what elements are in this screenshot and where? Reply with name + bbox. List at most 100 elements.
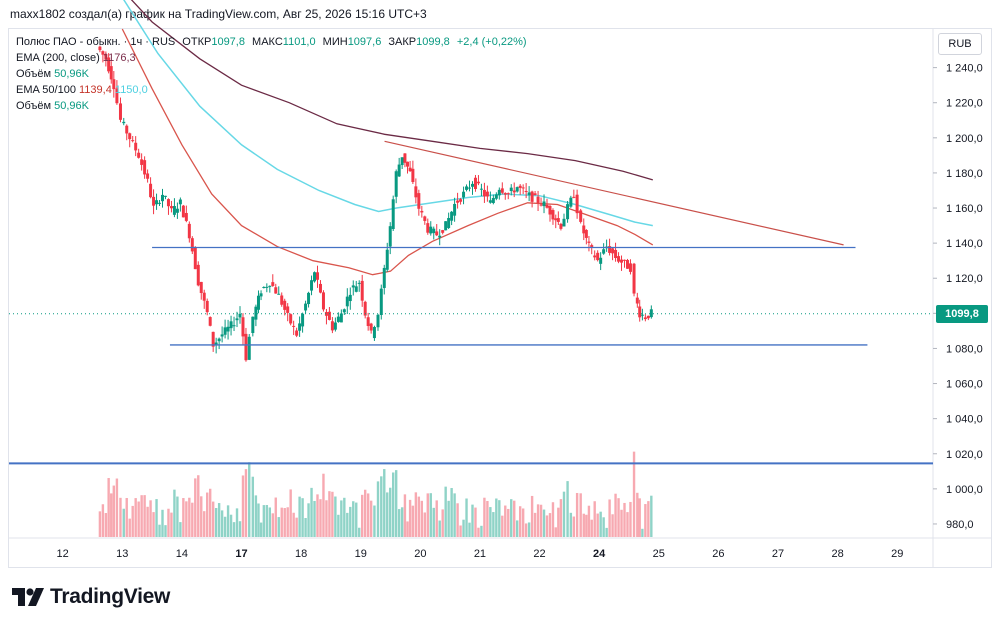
volume-bar (188, 497, 191, 537)
candle-body (473, 177, 477, 189)
volume-bar (548, 513, 552, 537)
legend-ema50-100-row[interactable]: EMA 50/100 1139,4 1150,0 (16, 82, 527, 98)
high-value: 1101,0 (282, 36, 316, 48)
volume-bar (414, 492, 418, 537)
volume-bar (248, 462, 251, 537)
volume-bar (131, 505, 134, 537)
x-tick-label: 12 (57, 548, 69, 560)
candle-body (556, 218, 560, 222)
ema-lines (121, 0, 654, 276)
close-label: ЗАКР (388, 36, 417, 48)
volume-bar (569, 512, 573, 537)
volume-bar (358, 527, 361, 537)
volume-bar (235, 508, 239, 537)
volume-bar (521, 508, 525, 537)
drawings (9, 140, 933, 465)
volume-bar (468, 522, 471, 537)
candle-body (536, 196, 540, 203)
candle-body (465, 186, 469, 190)
volume-bar (316, 494, 319, 537)
ema200-line (130, 0, 653, 181)
chart-frame[interactable] (8, 28, 992, 568)
volume-bar (504, 505, 507, 537)
volume-bar (304, 517, 307, 537)
volume-bar (361, 494, 364, 537)
candle-body (360, 280, 364, 301)
volume-bar (623, 502, 626, 537)
candle-body (333, 322, 337, 330)
candle-body (515, 187, 519, 192)
candle-body (101, 51, 105, 55)
candle-body (161, 194, 165, 202)
open-value: 1097,8 (211, 36, 245, 48)
candle-body (226, 326, 230, 332)
volume-bar (465, 498, 468, 537)
candle-body (408, 167, 412, 172)
candle-body (533, 193, 537, 196)
tradingview-logo[interactable]: TradingView (12, 584, 170, 610)
volume-bar (477, 527, 480, 537)
legend-volume2-row[interactable]: Объём 50,96K (16, 98, 527, 114)
currency-selector[interactable]: RUB (938, 33, 982, 55)
volume-bar (349, 506, 352, 537)
volume-bar (206, 492, 209, 537)
x-tick-label: 26 (712, 548, 724, 560)
candle-body (265, 286, 269, 288)
volume-bar (319, 499, 322, 537)
volume-bar (453, 493, 456, 537)
candle-body (149, 183, 153, 198)
volume-bar (524, 523, 528, 537)
candle-body (575, 194, 579, 214)
volume-bar (471, 504, 474, 537)
legend-ema200-row[interactable]: EMA (200, close) 1176,3 (16, 50, 527, 66)
volume-bar (629, 501, 632, 537)
volume-bar (170, 512, 173, 537)
volume-bar (152, 512, 155, 537)
x-tick-label: 28 (831, 548, 843, 560)
candle-body (524, 190, 528, 192)
candle-body (268, 285, 272, 287)
candle-body (131, 140, 135, 142)
candle-body (277, 293, 281, 295)
candle-body (521, 187, 525, 189)
volume-bar (593, 501, 596, 537)
candle-body (423, 216, 427, 221)
candle-body (175, 208, 179, 213)
low-value: 1097,6 (347, 36, 382, 48)
volume-bar (112, 485, 116, 537)
chart-caption: maxx1802 создал(а) график на TradingView… (10, 7, 427, 21)
candle-body (274, 287, 278, 294)
volume-bar (179, 522, 182, 537)
volume-bar (438, 520, 441, 537)
x-tick-label: 21 (474, 548, 486, 560)
volume-bar (527, 522, 531, 537)
candle-body (256, 295, 260, 310)
y-tick-label: 1 240,0 (946, 63, 983, 75)
candle-body (527, 192, 531, 195)
volume-bar (259, 522, 263, 537)
candle-body (462, 191, 466, 198)
volume-bar (641, 528, 644, 537)
high-label: МАКС (252, 36, 283, 48)
candle-body (441, 230, 445, 233)
volume-bar (536, 504, 540, 537)
volume-bar (265, 504, 269, 537)
volume-bar (380, 476, 383, 537)
candle-body (512, 190, 516, 193)
volume-bar (167, 508, 170, 537)
low-label: МИН (322, 36, 348, 48)
y-tick-label: 1 180,0 (946, 168, 983, 180)
volume-bar (251, 476, 255, 537)
volume-bar (483, 497, 486, 537)
candle-body (193, 247, 197, 270)
legend-volume-row[interactable]: Объём 50,96K (16, 66, 527, 82)
volume-bar (403, 494, 407, 537)
volume-bar (406, 521, 409, 537)
symbol-label[interactable]: Полюс ПАО - обыкн. · 1ч · RUS (16, 36, 176, 48)
volume-bar (110, 493, 113, 537)
candle-body (112, 79, 116, 90)
candle-body (155, 200, 159, 205)
candle-body (406, 161, 410, 167)
volume-bar (366, 493, 370, 537)
